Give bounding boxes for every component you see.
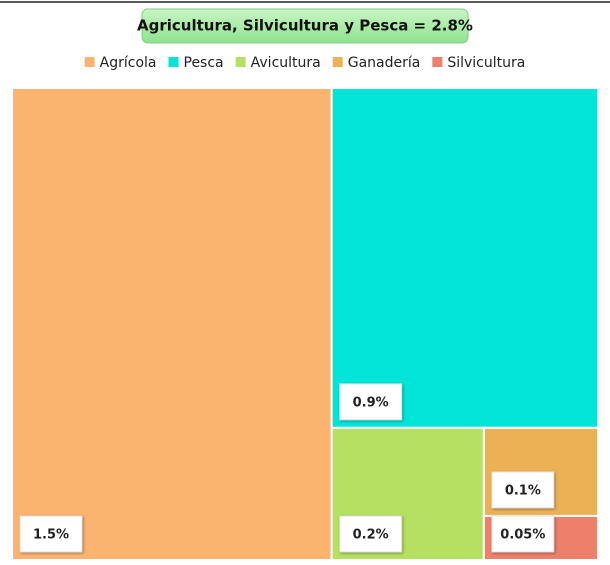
value-label: 0.2% xyxy=(353,528,389,543)
legend-label: Pesca xyxy=(184,55,224,71)
legend-swatch xyxy=(332,57,343,67)
value-label: 0.9% xyxy=(353,395,389,410)
treemap-cell xyxy=(11,87,333,561)
legend-label: Avicultura xyxy=(251,55,321,71)
legend-item: Avicultura xyxy=(235,55,321,71)
value-label: 1.5% xyxy=(33,528,69,543)
legend-item: Agrícola xyxy=(84,55,157,71)
title-box xyxy=(141,8,469,44)
legend: Agrícola Pesca Avicultura Ganadería Silvicul… xyxy=(84,55,525,71)
legend-label: Agrícola xyxy=(100,55,157,71)
legend-swatch xyxy=(84,57,95,67)
value-label-box xyxy=(339,383,403,421)
value-label: 0.05% xyxy=(500,528,545,543)
treemap-cell xyxy=(330,87,599,429)
chart-title: Agricultura, Silvicultura y Pesca = 2.8% xyxy=(137,17,473,35)
legend-item: Pesca xyxy=(168,55,224,71)
legend-swatch xyxy=(168,57,179,67)
value-label-box xyxy=(339,515,403,553)
legend-item: Silvicultura xyxy=(432,55,525,71)
legend-swatch xyxy=(235,57,246,67)
value-label-box xyxy=(19,515,83,553)
treemap: 1.5% 0.9% 0.2% 0.1% 0.05% xyxy=(11,87,599,561)
legend-item: Ganadería xyxy=(332,55,421,71)
legend-swatch xyxy=(432,57,443,67)
value-label-box xyxy=(491,471,555,509)
legend-label: Ganadería xyxy=(348,55,421,71)
value-label: 0.1% xyxy=(505,483,541,498)
value-label-box xyxy=(491,515,555,553)
legend-label: Silvicultura xyxy=(447,55,525,71)
